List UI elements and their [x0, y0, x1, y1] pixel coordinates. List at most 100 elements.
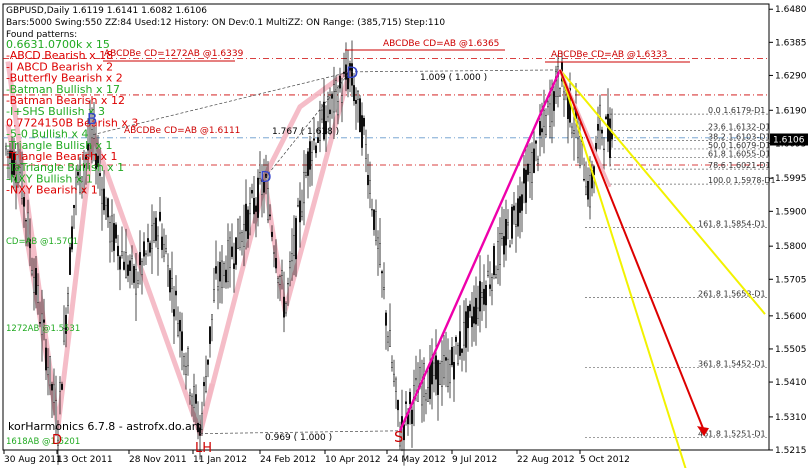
found-patterns-label: Found patterns:: [6, 30, 77, 40]
candle-body: [555, 71, 557, 97]
candle-body: [427, 387, 429, 402]
fib-level-label: 161.8 1.5854-D1: [698, 219, 766, 228]
pattern-list-item: -ABCD Bearish x 18: [6, 49, 113, 62]
candle-body: [83, 164, 85, 168]
y-axis-ticks: 1.64801.63851.62901.61901.60951.59951.59…: [769, 5, 807, 456]
candle-body: [145, 253, 147, 255]
candle-body: [133, 266, 135, 283]
point-label-d-mid: D: [260, 168, 272, 186]
candle-body: [381, 271, 383, 274]
candle-body: [349, 63, 351, 71]
fib-levels: 0.0 1.6179-D1 23.6 1.6132-D1 38.2 1.6103-D…: [585, 106, 776, 438]
candle-body: [483, 288, 485, 305]
side-label-1: CD=AB @1.5701: [6, 237, 78, 247]
candle-body: [425, 393, 427, 401]
candle-body: [477, 307, 479, 319]
candle-body: [219, 262, 221, 282]
candle-body: [295, 218, 297, 260]
candle-body: [341, 95, 343, 103]
timeframe-label: Daily: [47, 6, 70, 16]
candle-body: [267, 188, 269, 221]
candle-body: [461, 348, 463, 353]
candle-body: [443, 355, 445, 379]
candle-body: [175, 290, 177, 296]
candle-body: [309, 141, 311, 170]
candle-body: [179, 320, 181, 332]
candle-body: [39, 322, 41, 324]
candle-body: [313, 138, 315, 141]
candle-body: [393, 373, 395, 382]
point-label-s: S: [394, 428, 404, 446]
candle-body: [5, 145, 7, 150]
pattern-lines: [92, 69, 766, 472]
swing-connector: [92, 71, 351, 136]
candle-body: [375, 211, 377, 241]
candle-body: [37, 285, 39, 303]
candle-body: [439, 363, 441, 385]
candle-body: [23, 197, 25, 207]
candle-body: [51, 384, 53, 391]
x-tick-label: 28 Nov 2011: [129, 455, 187, 465]
fib-level-label: 23.6 1.6132-D1: [708, 122, 770, 131]
candle-body: [559, 87, 561, 97]
candle-body: [97, 155, 99, 168]
ohlc-high: 1.6141: [107, 6, 139, 16]
candle-body: [101, 189, 103, 204]
candle-body: [111, 215, 113, 242]
candle-body: [371, 208, 373, 211]
candle-body: [535, 140, 537, 144]
candle-body: [547, 101, 549, 108]
candle-body: [17, 168, 19, 183]
candle-body: [129, 260, 131, 271]
swing-connector: [349, 69, 561, 73]
candle-body: [127, 264, 129, 276]
candle-body: [541, 128, 543, 133]
swing-connector: [261, 71, 351, 182]
fib-level-label: 361.8 1.5452-D1: [698, 359, 766, 368]
fib-level-label: 78.6 1.6021-D1: [708, 161, 770, 170]
candle-body: [391, 362, 393, 368]
candle-body: [307, 151, 309, 176]
candle-body: [563, 91, 565, 100]
candle-body: [153, 223, 155, 241]
candle-body: [513, 205, 515, 211]
candle-body: [533, 148, 535, 173]
yellow-projection: [559, 69, 766, 315]
candle-body: [89, 124, 91, 146]
candle-body: [189, 392, 191, 396]
point-label-d-low: D: [52, 433, 62, 448]
red-arrowhead: [697, 426, 709, 437]
symbol-ohlc-header: GBPUSD,Daily 1.6119 1.6141 1.6082 1.6106: [6, 6, 207, 16]
candle-body: [141, 261, 143, 275]
candle-body: [253, 197, 255, 215]
candle-body: [209, 326, 211, 344]
candle-body: [587, 180, 589, 200]
candle-body: [377, 237, 379, 249]
pattern-list-item: -Butterfly Bearish x 2: [6, 72, 123, 85]
candle-body: [441, 361, 443, 387]
candle-body: [489, 284, 491, 289]
candle-body: [347, 72, 349, 90]
candle-body: [525, 169, 527, 203]
pattern-list-item: -Triangle Bullish x 1: [6, 139, 113, 152]
candle-body: [473, 306, 475, 324]
candle-body: [521, 194, 523, 211]
candle-body: [603, 148, 605, 151]
candle-body: [523, 168, 525, 184]
candle-body: [537, 158, 539, 164]
candle-body: [451, 347, 453, 366]
candle-body: [125, 252, 127, 278]
candle-body: [69, 247, 71, 275]
pattern-list: 0.6631.0700k x 15-ABCD Bearish x 18-I AB…: [6, 38, 138, 197]
fib-level-label: 100.0 1.5978-D1: [708, 176, 776, 185]
candle-body: [471, 316, 473, 328]
candle-body: [211, 314, 213, 320]
candle-body: [355, 100, 357, 104]
x-tick-label: 22 Aug 2012: [517, 455, 575, 465]
candle-body: [363, 117, 365, 127]
candle-body: [495, 274, 497, 278]
candle-body: [263, 181, 265, 193]
y-tick-label: 1.5505: [775, 345, 807, 355]
candle-body: [95, 153, 97, 170]
